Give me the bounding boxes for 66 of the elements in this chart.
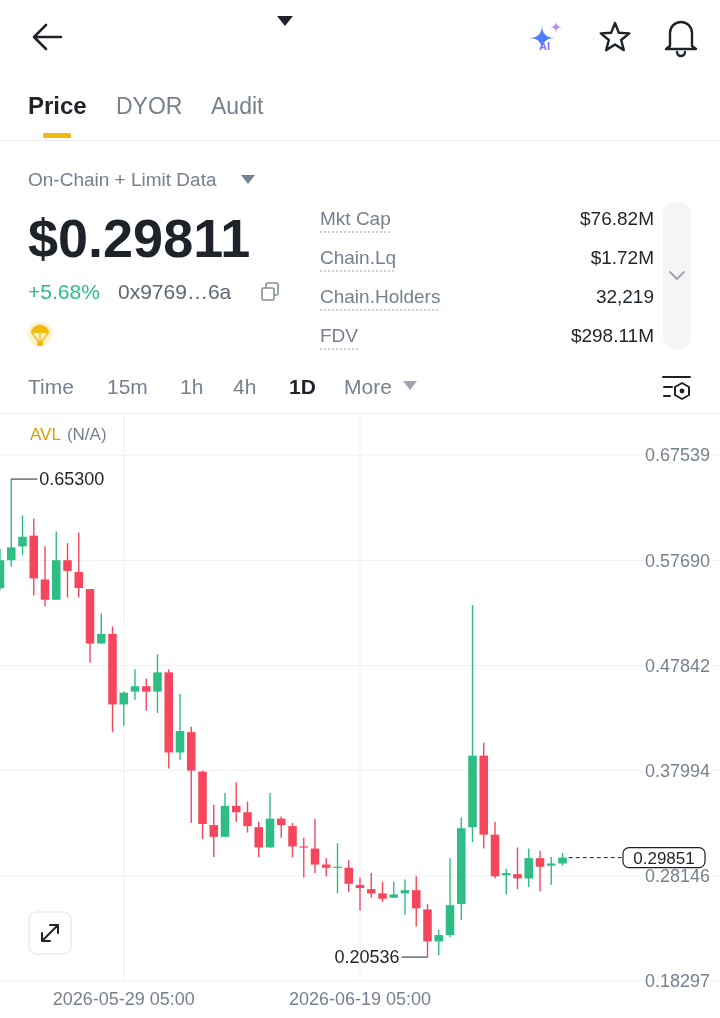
text: $298.11M: [570, 325, 654, 346]
candlestick: [411, 875, 421, 928]
candlestick: [434, 929, 444, 957]
annotation: 0.20536: [334, 947, 400, 968]
candlestick: [344, 859, 354, 894]
text: AI: [539, 40, 550, 52]
candlestick: [321, 857, 331, 878]
candlestick: [535, 849, 545, 892]
text: Price: [28, 92, 87, 119]
candlestick: [524, 847, 534, 888]
y-tick-label: 0.57690: [644, 550, 710, 571]
x-tick-label: 2026-05-29 05:00: [52, 989, 195, 1009]
text: On-Chain + Limit Data: [28, 169, 217, 190]
annotation: 0.65300: [39, 469, 105, 490]
candlestick: [288, 822, 297, 858]
candlestick: [153, 653, 162, 714]
candlestick: [175, 693, 185, 761]
candlestick: [299, 837, 309, 879]
candlestick: [130, 668, 140, 701]
y-tick-label: 0.37994: [644, 760, 710, 781]
candlestick: [141, 678, 151, 712]
text: 1D: [289, 375, 316, 398]
text: 15m: [107, 375, 148, 398]
text: Audit: [211, 93, 265, 119]
text: $0.29811: [28, 208, 251, 268]
candlestick: [378, 880, 387, 903]
candlestick: [119, 690, 129, 727]
candlestick: [40, 545, 50, 607]
candlestick: [209, 804, 219, 858]
annotation: AVL: [30, 425, 61, 444]
y-tick-label: 0.47842: [644, 655, 710, 676]
ref-line-label: 0.29851: [633, 848, 695, 868]
text: Mkt Cap: [320, 208, 391, 229]
candlestick: [513, 846, 522, 890]
candlestick: [310, 817, 320, 874]
candlestick: [276, 815, 286, 839]
candlestick: [6, 478, 16, 568]
candlestick: [333, 842, 342, 895]
candlestick: [63, 542, 72, 599]
text: 4h: [233, 375, 257, 398]
text: $76.82M: [580, 208, 654, 229]
text: 0x9769…6a: [118, 280, 232, 303]
y-tick-label: 0.18297: [644, 971, 710, 992]
text: +5.68%: [28, 280, 100, 303]
y-tick-label: 0.28146: [644, 866, 710, 887]
text: 1h: [180, 375, 204, 398]
candlestick: [546, 856, 556, 886]
text: DYOR: [116, 93, 183, 119]
candlestick: [74, 531, 84, 599]
text: Chain.Holders: [320, 286, 441, 307]
text: 32,219: [595, 286, 654, 307]
x-tick-label: 2026-06-19 05:00: [288, 989, 432, 1009]
candlestick: [366, 872, 376, 899]
candlestick: [254, 821, 264, 858]
text: More: [344, 375, 392, 398]
candlestick: [231, 781, 241, 823]
candlestick: [243, 800, 252, 834]
candlestick: [96, 612, 106, 645]
candlestick: [18, 514, 27, 556]
text: FDV: [320, 325, 359, 346]
annotation: (N/A): [66, 425, 107, 444]
text: $1.72M: [590, 247, 654, 268]
text: Chain.Lq: [320, 247, 397, 268]
candlestick: [501, 868, 511, 896]
text: Time: [28, 375, 74, 398]
y-tick-label: 0.67539: [644, 445, 710, 466]
